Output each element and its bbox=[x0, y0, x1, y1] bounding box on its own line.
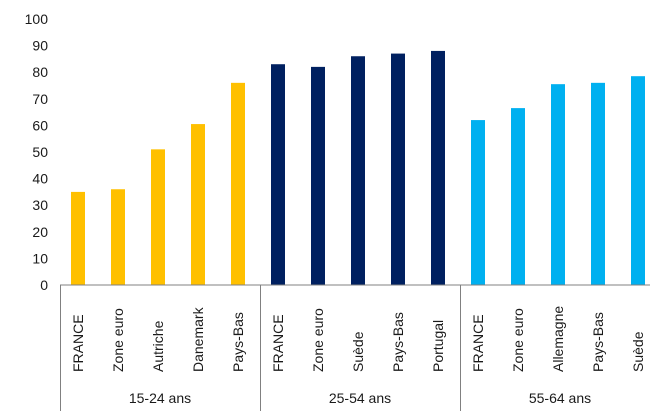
bar bbox=[511, 108, 525, 285]
y-tick-label: 10 bbox=[32, 250, 48, 266]
x-tick-label: Danemark bbox=[190, 306, 206, 372]
y-tick-label: 70 bbox=[32, 91, 48, 107]
group-label: 55-64 ans bbox=[529, 390, 591, 406]
x-tick-label: Pays-Bas bbox=[230, 312, 246, 372]
bars bbox=[71, 50, 645, 285]
y-tick-label: 80 bbox=[32, 64, 48, 80]
y-tick-label: 40 bbox=[32, 171, 48, 187]
y-axis: 0 10 20 30 40 50 60 70 80 90 100 bbox=[25, 11, 49, 293]
x-tick-label: Autriche bbox=[150, 320, 166, 372]
group-label: 25-54 ans bbox=[329, 390, 391, 406]
x-tick-label: FRANCE bbox=[270, 314, 286, 372]
bar bbox=[271, 64, 285, 285]
group-label: 15-24 ans bbox=[129, 390, 191, 406]
bar bbox=[311, 66, 325, 285]
bar bbox=[191, 124, 205, 285]
bar bbox=[471, 120, 485, 285]
x-axis: FRANCE Zone euro Autriche Danemark Pays-Bas 1… bbox=[60, 284, 650, 411]
x-tick-label: Suède bbox=[350, 331, 366, 372]
y-tick-label: 100 bbox=[25, 11, 49, 27]
x-tick-label: Portugal bbox=[430, 320, 446, 372]
y-tick-label: 0 bbox=[40, 277, 48, 293]
x-tick-label: FRANCE bbox=[70, 314, 86, 372]
bar bbox=[71, 191, 85, 285]
x-tick-label: Zone euro bbox=[510, 308, 526, 372]
bar bbox=[391, 53, 405, 285]
bar bbox=[551, 84, 565, 285]
bar bbox=[231, 82, 245, 285]
y-tick-label: 20 bbox=[32, 224, 48, 240]
bar bbox=[151, 149, 165, 285]
y-tick-label: 50 bbox=[32, 144, 48, 160]
bar bbox=[431, 50, 445, 285]
x-tick-label: Allemagne bbox=[550, 306, 566, 372]
x-tick-label: Suède bbox=[630, 331, 646, 372]
bar bbox=[351, 56, 365, 285]
x-tick-label: FRANCE bbox=[470, 314, 486, 372]
y-tick-label: 60 bbox=[32, 117, 48, 133]
y-tick-label: 30 bbox=[32, 197, 48, 213]
bar bbox=[111, 189, 125, 285]
y-tick-label: 90 bbox=[32, 38, 48, 54]
x-tick-label: Zone euro bbox=[310, 308, 326, 372]
bar bbox=[631, 76, 645, 285]
x-tick-label: Zone euro bbox=[110, 308, 126, 372]
x-tick-label: Pays-Bas bbox=[390, 312, 406, 372]
bar bbox=[591, 82, 605, 285]
x-tick-label: Pays-Bas bbox=[590, 312, 606, 372]
